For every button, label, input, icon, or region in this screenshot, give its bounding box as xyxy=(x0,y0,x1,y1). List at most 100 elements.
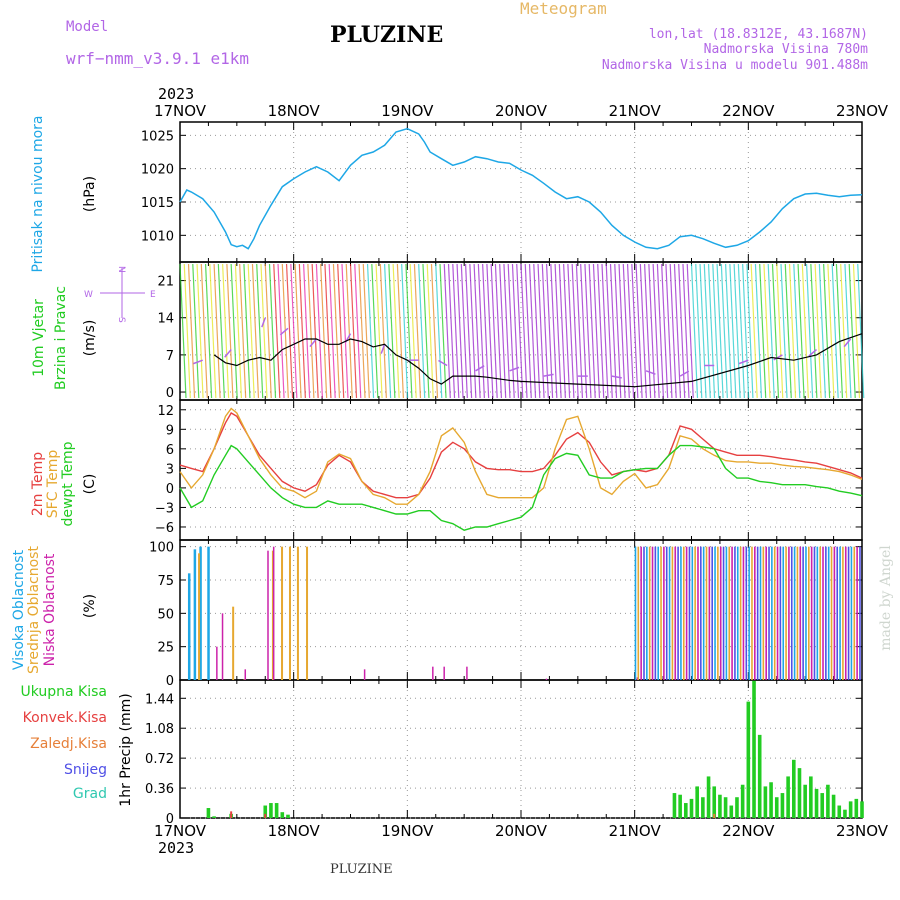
wind-barb xyxy=(482,263,490,399)
cloud-bar-dense xyxy=(799,546,802,680)
cloud-bar-mid xyxy=(281,546,284,680)
wind-barb xyxy=(435,263,443,399)
wind-barb xyxy=(558,263,566,399)
cloud-bar-dense xyxy=(756,546,759,680)
wind-barb xyxy=(222,263,230,399)
precip-bar-total xyxy=(780,793,785,818)
wind-barb xyxy=(767,263,775,399)
wind-barb xyxy=(413,263,422,399)
precip-bar-total xyxy=(286,814,290,818)
wind-barb xyxy=(537,263,545,399)
cloud-bar-low xyxy=(466,666,468,680)
wind-barb xyxy=(418,263,426,399)
precip-bar-total xyxy=(723,797,728,818)
x-tick-label-top: 21NOV xyxy=(609,102,662,120)
precip-bar-total xyxy=(269,803,273,818)
wind-barb xyxy=(793,263,801,399)
wind-barb xyxy=(652,263,660,399)
cloud-bar-dense xyxy=(682,546,685,680)
wind-barb xyxy=(516,263,524,399)
cloud-bar-low xyxy=(443,666,445,680)
precip-bar-total xyxy=(740,784,745,818)
temp-line-2m xyxy=(179,412,863,499)
precip-bar-total xyxy=(718,794,722,818)
cloud-bar-dense xyxy=(813,546,816,680)
precip-bar-total xyxy=(752,680,756,818)
wind-arrow xyxy=(738,359,749,365)
wind-barb xyxy=(601,263,609,399)
footer-title: PLUZINE xyxy=(330,862,393,877)
y-tick-label: 1010 xyxy=(141,229,174,244)
y-tick-label: 100 xyxy=(149,541,174,556)
precip-bar-total xyxy=(826,784,830,818)
station-title: PLUZINE xyxy=(330,22,444,48)
cloud-bar-dense xyxy=(825,546,827,680)
wind-barb xyxy=(533,263,541,399)
wind-arrow xyxy=(224,349,232,358)
cloud-bar-dense xyxy=(634,546,637,680)
cloud-bar-dense xyxy=(822,546,824,680)
wind-barb xyxy=(290,263,298,399)
wind-barb xyxy=(592,263,601,399)
wind-barb xyxy=(204,263,213,399)
cloud-bar-dense xyxy=(714,546,716,680)
wind-barb xyxy=(217,263,225,399)
cloud-bar-dense xyxy=(768,546,770,680)
wind-barb xyxy=(686,263,694,399)
precip-bar-total xyxy=(786,776,790,818)
wind-barb xyxy=(814,263,822,399)
cloud-bar-mid xyxy=(198,553,201,680)
wind-barb xyxy=(396,263,404,399)
temp-line-SFC xyxy=(179,407,863,505)
cloud-bar-dense xyxy=(722,546,725,680)
wind-barb xyxy=(503,263,511,399)
wind-barb xyxy=(699,263,707,399)
wind-barb xyxy=(665,263,673,399)
wind-barb xyxy=(366,263,375,399)
precip-label-convective: Konvek.Kisa xyxy=(22,710,107,726)
wind-barb xyxy=(618,263,626,399)
wind-barb xyxy=(818,263,826,399)
cloud-bar-dense xyxy=(796,546,799,680)
wind-barb xyxy=(349,263,358,399)
precip-bar-total xyxy=(837,805,842,818)
wind-barb xyxy=(358,263,366,399)
wind-barb xyxy=(609,263,618,399)
precip-bar-total xyxy=(814,788,819,818)
wind-barb xyxy=(754,263,763,399)
compass-n: N xyxy=(116,266,126,273)
cloud-bar-dense xyxy=(663,546,665,680)
wind-barb xyxy=(554,263,562,399)
precip-bar-total xyxy=(735,797,739,818)
wind-barb xyxy=(213,263,221,399)
x-tick-label-bottom: 22NOV xyxy=(722,822,775,840)
wind-barb xyxy=(524,263,532,399)
wind-barb xyxy=(810,263,818,399)
wind-barb xyxy=(563,263,571,399)
cloud-bar-dense xyxy=(754,546,756,680)
wind-barb xyxy=(605,263,613,399)
cloud-bar-dense xyxy=(685,546,688,680)
y-tick-label: 0 xyxy=(166,812,174,827)
cloud-bar-dense xyxy=(810,546,813,680)
precip-bar-total xyxy=(206,808,211,818)
wind-barb xyxy=(499,263,507,399)
wind-arrow xyxy=(543,373,554,377)
wind-barb xyxy=(750,263,758,399)
precip-bar-total xyxy=(763,786,768,818)
wind-barb xyxy=(507,263,515,399)
precip-bar-total xyxy=(769,782,773,818)
wind-barb xyxy=(835,263,844,399)
cloud-bar-dense xyxy=(742,546,745,680)
wind-barb xyxy=(644,263,652,399)
wind-barb xyxy=(827,263,835,399)
year-bottom-label: 2023 xyxy=(158,839,195,857)
wind-arrow xyxy=(279,327,289,336)
wind-barb xyxy=(742,263,750,399)
wind-barb xyxy=(422,263,430,399)
compass-s: S xyxy=(116,317,126,323)
compass-w: W xyxy=(84,290,93,300)
x-tick-label-bottom: 18NOV xyxy=(268,822,321,840)
precip-bar-total xyxy=(820,793,825,818)
precip-bar-total xyxy=(803,784,807,818)
